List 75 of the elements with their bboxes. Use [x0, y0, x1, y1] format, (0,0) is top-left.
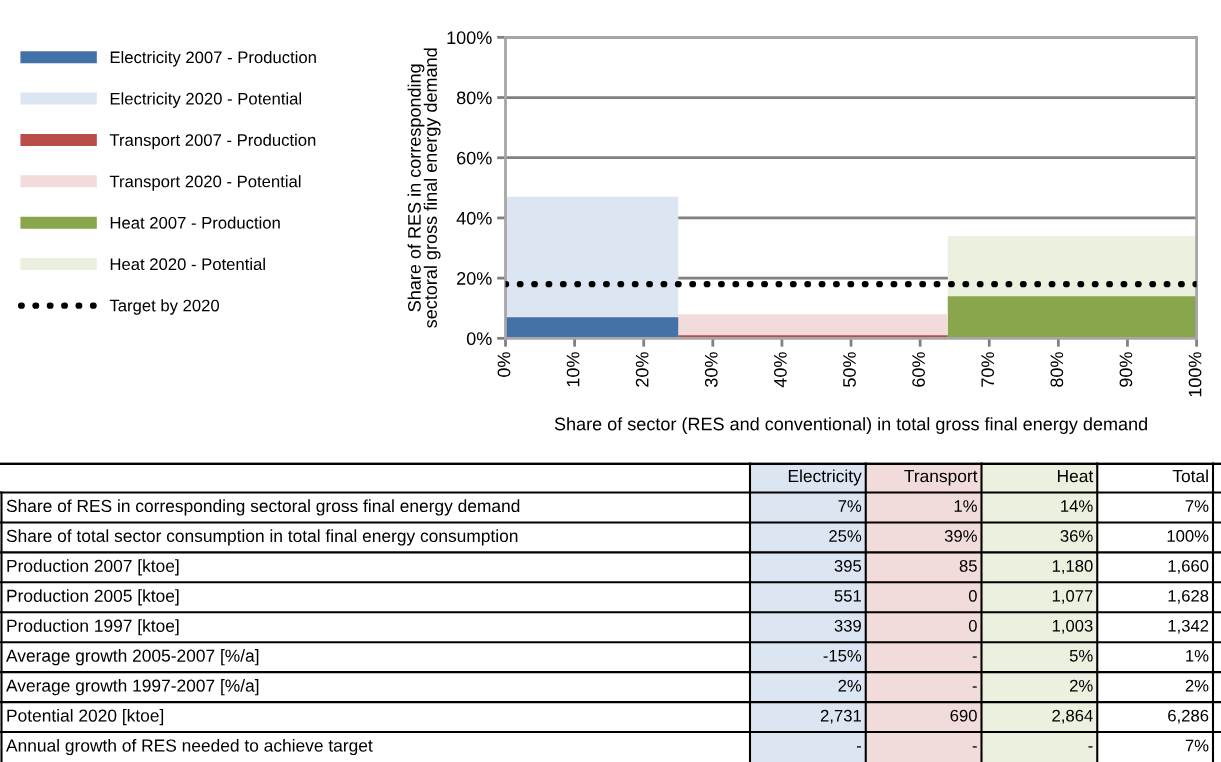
x-tick-label: 90%: [1119, 352, 1133, 387]
text: 1,342: [1168, 619, 1209, 634]
category-label: Average growth 2005-2007 [%/a]: [6, 649, 259, 666]
text: 1,180: [1052, 560, 1093, 574]
category-label: Share of RES in corresponding sectoral gross final energy demand: [6, 499, 520, 516]
y-tick-label: 40%: [456, 211, 492, 225]
text: 2,731: [820, 709, 861, 724]
text: 551: [834, 590, 861, 602]
category-label: Share of total sector consumption in total final energy consumption: [6, 529, 518, 546]
text: 2%: [838, 679, 862, 692]
text: 1,077: [1052, 589, 1093, 604]
category-label: Production 1997 [ktoe]: [7, 619, 179, 636]
text: 5%: [1069, 649, 1093, 662]
legend-label: Heat 2007 - Production: [110, 216, 280, 229]
category-label: Electricity: [788, 469, 862, 486]
text: 39%: [944, 530, 977, 542]
text: 0: [968, 619, 977, 632]
y-tick-label: 0%: [466, 332, 492, 346]
text: -: [1088, 746, 1093, 748]
category-label: Transport: [904, 470, 978, 486]
text: 1%: [954, 500, 977, 512]
text: 7%: [1185, 500, 1209, 512]
x-tick-label: 40%: [773, 352, 787, 388]
text: -: [856, 746, 862, 748]
text: 7%: [1185, 739, 1209, 752]
text: 1,628: [1168, 589, 1209, 604]
text: -: [972, 746, 977, 748]
text: 395: [834, 560, 862, 572]
y-tick-label: 80%: [456, 91, 492, 105]
legend-label: Transport 2007 - Production: [109, 133, 316, 150]
category-label: Average growth 1997-2007 [%/a]: [6, 679, 259, 696]
y-tick-label: 100%: [447, 31, 492, 45]
text: 85: [959, 560, 977, 572]
text: 690: [950, 709, 977, 722]
x-tick-label: 20%: [635, 352, 649, 387]
category-label: Potential 2020 [ktoe]: [7, 708, 164, 726]
y-tick-label: 60%: [457, 151, 492, 165]
x-tick-label: 0%: [497, 352, 511, 377]
text: -: [972, 686, 977, 688]
text: 36%: [1060, 530, 1093, 542]
text: 1,003: [1052, 619, 1093, 634]
category-label: Total: [1172, 469, 1208, 483]
text: 0: [968, 589, 977, 602]
legend-label: Electricity 2007 - Production: [110, 51, 316, 67]
category-label: Annual growth of RES needed to achieve target: [6, 738, 373, 756]
x-tick-label: 10%: [566, 352, 580, 387]
text: 339: [834, 619, 861, 632]
text: 25%: [829, 530, 862, 542]
x-tick-label: 50%: [843, 352, 856, 387]
text: 7%: [838, 500, 862, 512]
text: 2%: [1185, 679, 1209, 692]
category-label: Production 2005 [ktoe]: [7, 589, 179, 606]
category-label: Production 2007 [ktoe]: [7, 559, 179, 576]
x-tick-label: 100%: [1188, 352, 1202, 397]
x-tick-label: 60%: [912, 352, 925, 387]
legend-label: Heat 2020 - Potential: [110, 257, 265, 271]
legend-label: Electricity 2020 - Potential: [110, 92, 302, 108]
y-axis-title: Share of RES in corresponding sectoral gross final energy demand: [407, 48, 441, 328]
text: 2,864: [1052, 709, 1093, 724]
text: -: [972, 656, 977, 658]
text: 14%: [1061, 500, 1093, 512]
legend-label: Transport 2020 - Potential: [109, 175, 301, 191]
category-label: Heat: [1058, 470, 1094, 483]
text: 100%: [1167, 530, 1209, 542]
text: 1,660: [1168, 560, 1209, 574]
text: -15%: [823, 649, 862, 662]
text: 1%: [1186, 649, 1209, 662]
legend-label: Target by 2020: [109, 299, 220, 315]
y-tick-label: 20%: [457, 272, 492, 285]
x-tick-label: 30%: [704, 352, 718, 387]
x-tick-label: 80%: [1050, 352, 1064, 387]
text: 2%: [1070, 679, 1093, 692]
text: 6,286: [1168, 709, 1209, 724]
x-axis-title: Share of sector (RES and conventional) in total gross final energy demand: [554, 417, 1147, 434]
x-tick-label: 70%: [981, 352, 995, 387]
